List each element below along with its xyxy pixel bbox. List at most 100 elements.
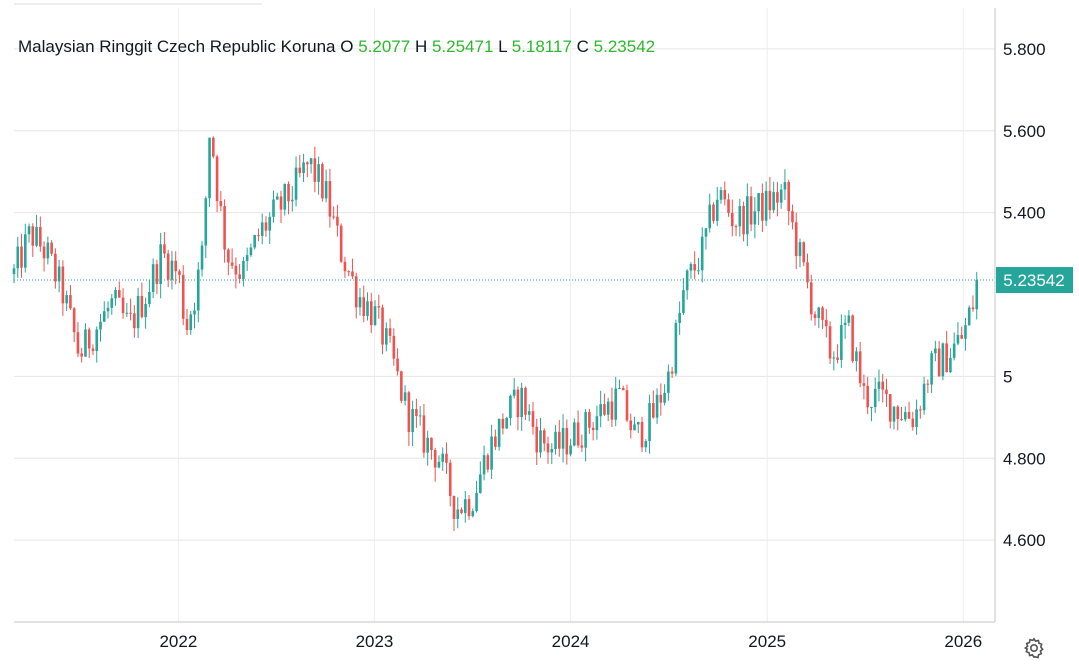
candle-body (682, 290, 685, 313)
candle-body (196, 269, 200, 311)
candle-body (915, 409, 918, 427)
candle-body (542, 430, 546, 444)
candle-body (392, 335, 396, 359)
candle-body (813, 314, 817, 319)
candle-body (663, 392, 666, 403)
candle-body (971, 307, 975, 310)
candle-body (873, 388, 877, 408)
candle-body (949, 357, 952, 373)
candle-body (234, 265, 238, 275)
candle-body (828, 326, 832, 359)
candle-body (757, 193, 760, 212)
candle-body (678, 312, 681, 323)
candle-body (249, 247, 253, 256)
candle-body (659, 394, 663, 403)
candle-body (452, 495, 456, 519)
candle-body (903, 412, 907, 420)
candle-body (193, 310, 196, 315)
candle-body (501, 418, 505, 429)
candle-body (321, 164, 324, 199)
candle-body (531, 411, 535, 427)
candle-body (84, 329, 87, 357)
candle-body (648, 403, 651, 442)
candle-body (87, 329, 91, 349)
candle-body (373, 306, 377, 326)
candle-body (121, 297, 125, 314)
candle-body (855, 351, 858, 362)
candle-body (621, 387, 625, 391)
candle-body (57, 266, 61, 282)
candle-body (35, 226, 38, 246)
candle-body (430, 437, 433, 451)
candle-body (520, 387, 523, 418)
candle-body (603, 404, 606, 415)
candle-body (809, 282, 813, 315)
last-price-badge: 5.23542 (996, 267, 1073, 294)
candle-body (306, 162, 309, 165)
candle-body (761, 193, 764, 221)
candle-body (787, 182, 790, 212)
high-label: H (414, 37, 428, 56)
candle-body (366, 301, 369, 316)
candle-body (91, 348, 95, 352)
candle-body (689, 264, 693, 271)
candle-body (290, 199, 294, 202)
candle-body (952, 343, 956, 358)
candle-body (114, 290, 117, 299)
close-value: 5.23542 (593, 37, 656, 56)
candle-body (42, 246, 46, 259)
candle-body (779, 189, 783, 203)
candle-body (798, 242, 802, 257)
candle-body (441, 453, 445, 462)
candle-body (99, 321, 102, 330)
candle-body (539, 430, 542, 453)
x-tick-label: 2026 (944, 632, 982, 651)
candle-body (516, 389, 520, 418)
candle-body (76, 332, 80, 354)
gear-icon[interactable] (1022, 636, 1046, 660)
candle-body (16, 246, 20, 269)
candle-body (730, 212, 734, 227)
candle-body (588, 412, 591, 428)
candle-body (328, 181, 332, 217)
candle-body (636, 421, 640, 425)
candle-body (185, 318, 189, 331)
candle-body (618, 387, 621, 389)
candle-body (339, 225, 343, 262)
candle-body (832, 357, 836, 359)
candle-body (870, 407, 873, 409)
candle-body (573, 422, 576, 446)
candle-body (783, 182, 787, 190)
candle-body (102, 311, 106, 322)
y-tick-label: 5.800 (1003, 40, 1046, 59)
y-tick-label: 4.600 (1003, 531, 1046, 550)
candle-body (858, 351, 862, 384)
candle-body (362, 297, 366, 316)
candle-body (843, 322, 847, 326)
candle-body (700, 236, 704, 271)
candle-body (708, 204, 712, 229)
candle-body (381, 307, 384, 345)
candles (12, 136, 979, 532)
candle-body (460, 509, 463, 514)
candle-body (712, 204, 715, 221)
candle-body (919, 409, 922, 411)
candle-body (505, 417, 508, 429)
candle-body (215, 156, 219, 202)
candle-body (418, 415, 422, 417)
candle-body (242, 260, 245, 280)
candle-body (27, 226, 31, 235)
candle-body (159, 244, 162, 284)
candle-body (230, 262, 234, 266)
candle-body (170, 260, 174, 280)
candle-body (129, 312, 132, 314)
candle-body (881, 381, 885, 390)
x-tick-label: 2022 (159, 632, 197, 651)
candle-body (422, 415, 426, 453)
candle-body (61, 266, 65, 304)
candle-body (377, 306, 381, 308)
candle-body (426, 437, 429, 453)
x-tick-label: 2024 (552, 632, 590, 651)
candle-body (385, 328, 388, 345)
